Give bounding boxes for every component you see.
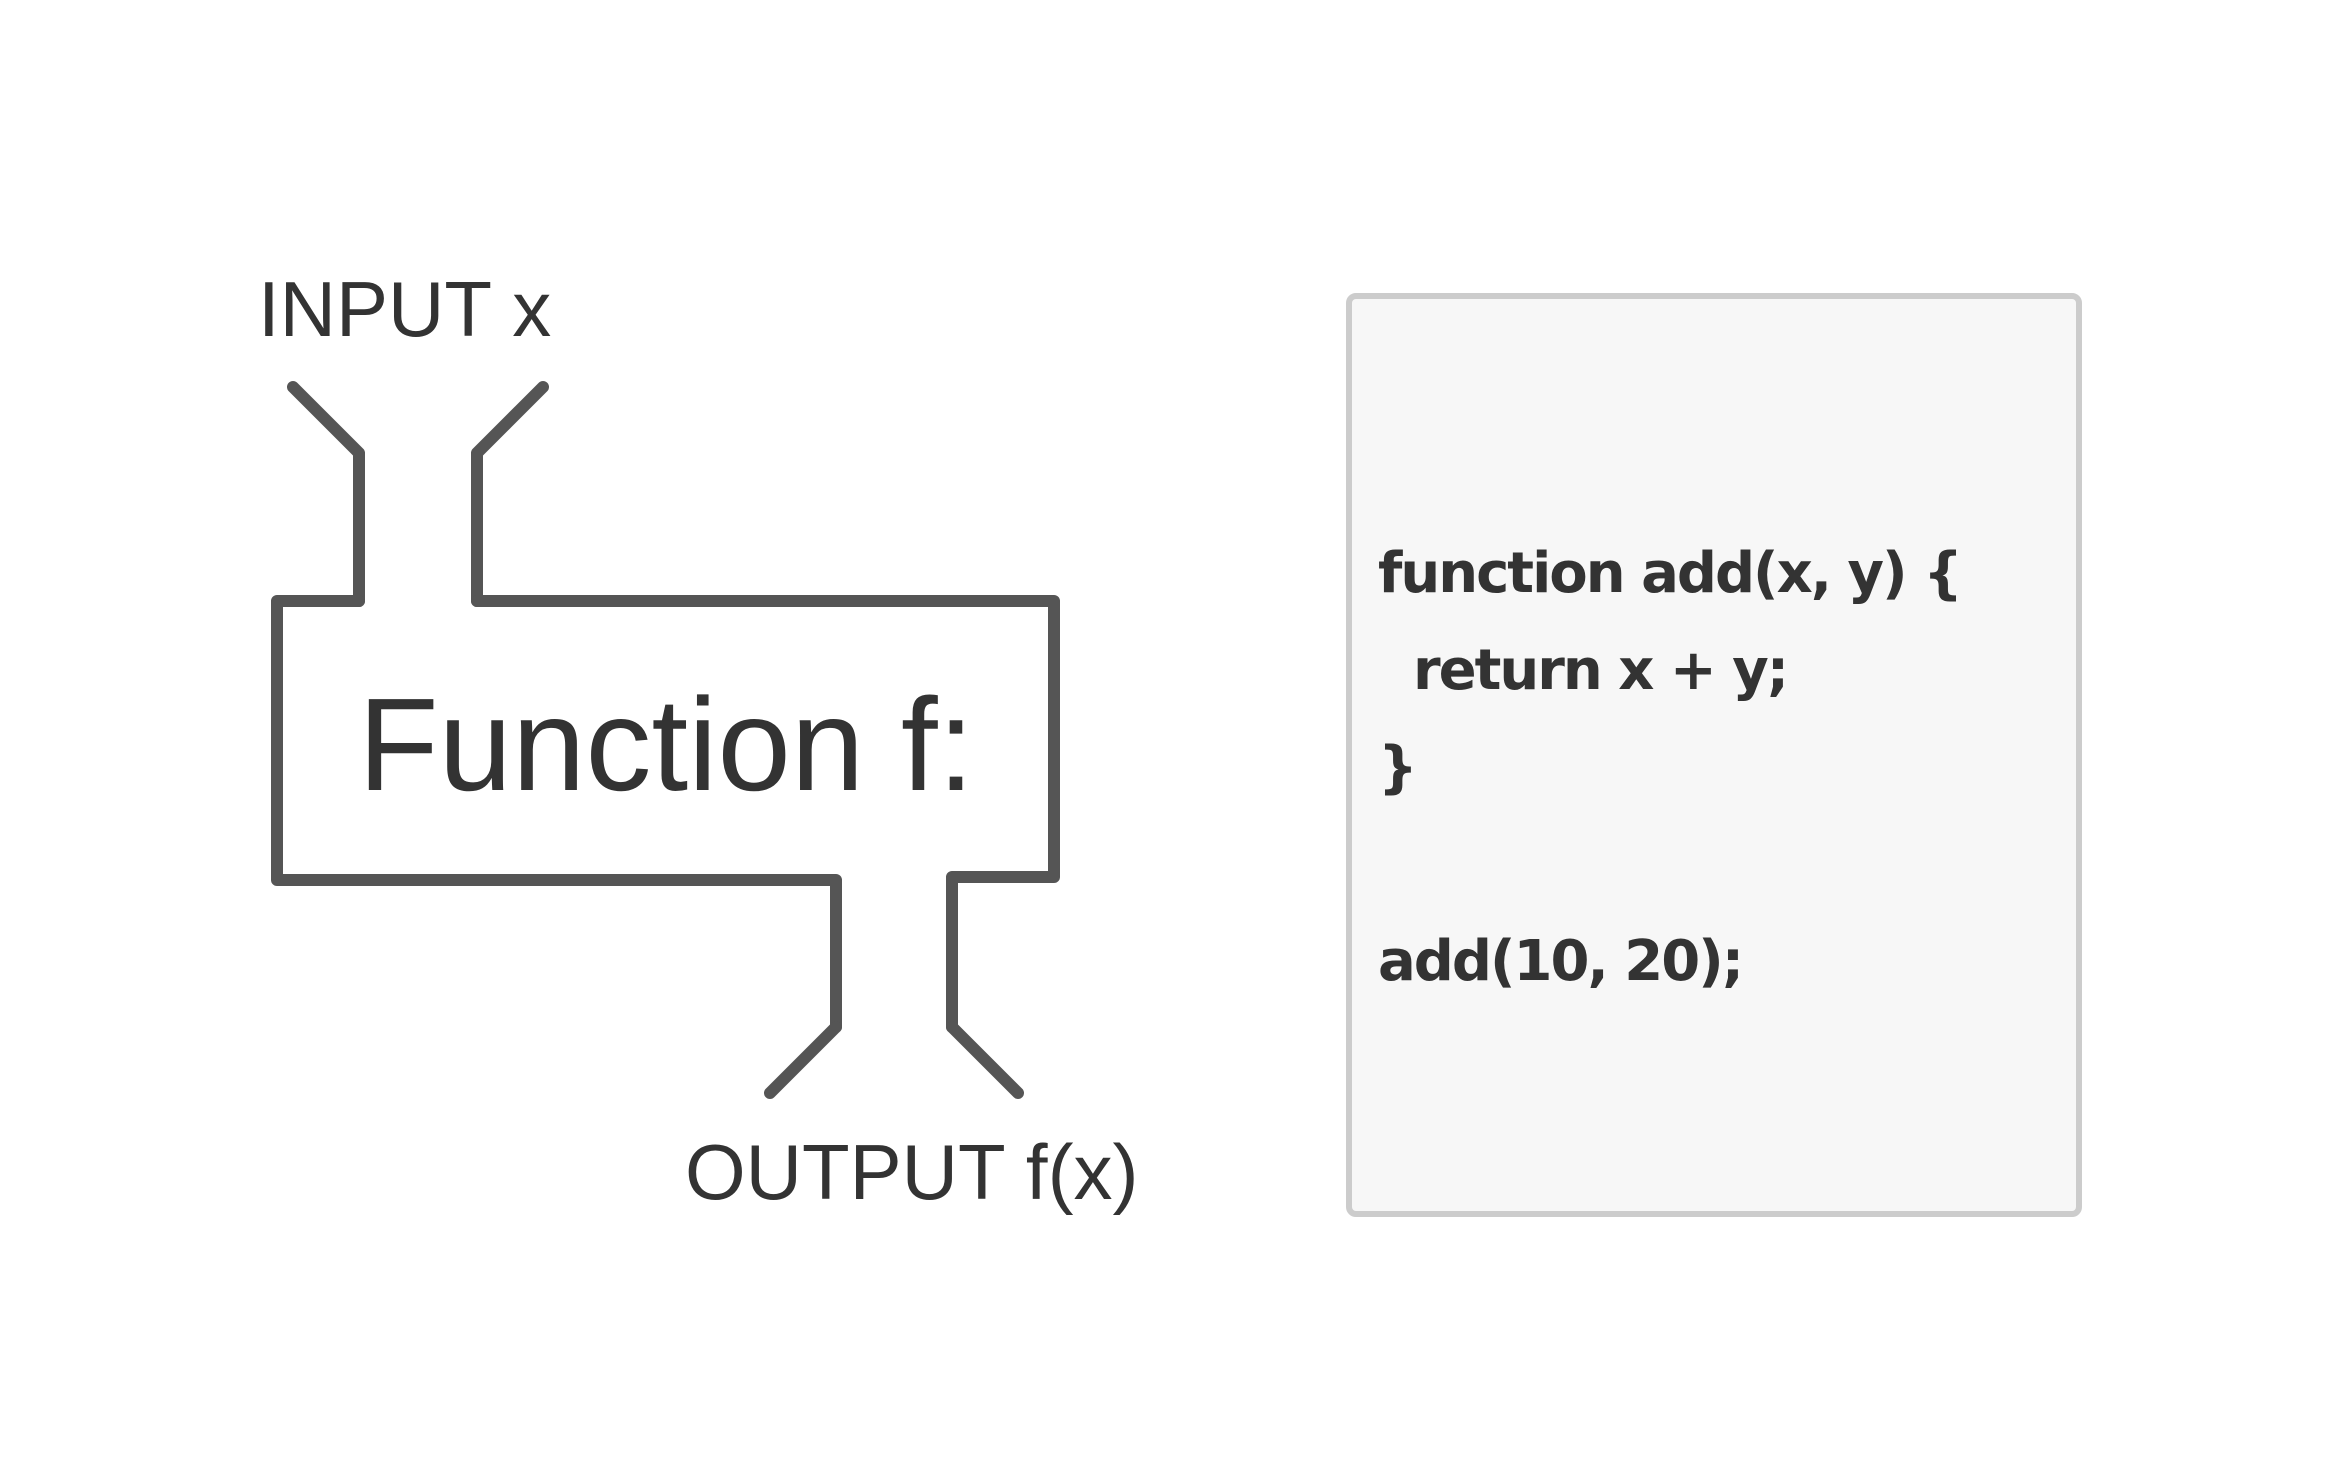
function-box-right — [471, 595, 1060, 1033]
output-funnel-left — [764, 1021, 842, 1099]
code-panel: function add(x, y) { return x + y;} add(1… — [1346, 293, 2082, 1217]
code-block: function add(x, y) { return x + y;} add(1… — [1378, 525, 1963, 1010]
code-line: add(10, 20); — [1378, 929, 1744, 994]
function-machine-diagram: INPUT x Function f: OUTPUT f(x) — [258, 265, 1139, 1216]
input-label: INPUT x — [258, 265, 551, 353]
input-funnel-right — [471, 381, 549, 607]
output-label: OUTPUT f(x) — [685, 1128, 1139, 1216]
code-line — [1378, 816, 1961, 913]
code-line: return x + y; — [1378, 638, 1789, 703]
function-label: Function f: — [358, 671, 974, 818]
function-box — [271, 595, 842, 1033]
output-funnel-right — [946, 1021, 1024, 1099]
code-line: } — [1378, 735, 1418, 800]
code-line: function add(x, y) { — [1378, 541, 1963, 606]
input-funnel-left — [287, 381, 365, 607]
